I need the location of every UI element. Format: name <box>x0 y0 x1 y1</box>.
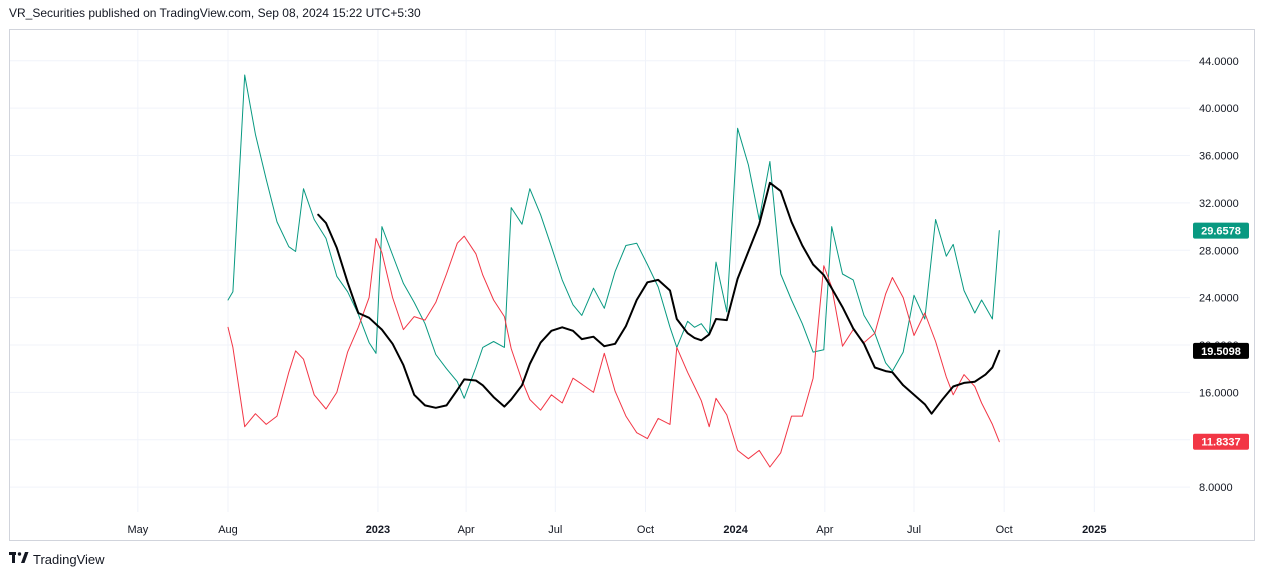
x-axis[interactable]: May Aug 2023 Apr Jul Oct 2024 Apr Jul Oct 2025 <box>127 524 1106 536</box>
x-tick-label: Aug <box>218 524 238 536</box>
x-tick-label: May <box>127 524 148 536</box>
y-tick-label: 44.0000 <box>1199 56 1239 68</box>
last-value-badge-bg <box>1193 433 1249 450</box>
series-line-2 <box>317 181 1001 415</box>
x-tick-label: Oct <box>996 524 1013 536</box>
y-tick-label: 32.0000 <box>1199 198 1239 210</box>
last-value-badge-bg <box>1193 222 1249 239</box>
x-tick-label: 2023 <box>366 524 390 536</box>
x-tick-label: Jul <box>907 524 921 536</box>
y-tick-label: 40.0000 <box>1199 103 1239 115</box>
last-value-badge: 29.6578 <box>1193 222 1249 239</box>
last-value-text: 11.8337 <box>1201 437 1240 449</box>
price-labels: 29.6578 19.5098 11.8337 <box>1193 222 1249 450</box>
series-line-0 <box>227 74 1000 399</box>
footer-brand: TradingView <box>33 551 105 567</box>
tradingview-logo-icon[interactable] <box>9 551 29 567</box>
x-tick-label: Apr <box>458 524 475 536</box>
chart-frame <box>9 29 1255 541</box>
last-value-text: 29.6578 <box>1201 226 1241 238</box>
series-lines <box>227 74 1001 468</box>
x-tick-label: 2025 <box>1082 524 1106 536</box>
last-value-text: 19.5098 <box>1201 346 1241 358</box>
last-value-badge: 11.8337 <box>1193 433 1249 450</box>
y-tick-label: 36.0000 <box>1199 151 1239 163</box>
last-value-badge-bg <box>1193 342 1249 359</box>
y-axis[interactable]: 44.0000 40.0000 36.0000 32.0000 28.0000 24.00… <box>1199 56 1239 494</box>
x-tick-label: Apr <box>816 524 833 536</box>
y-tick-label: 8.0000 <box>1199 482 1233 494</box>
footer: TradingView <box>9 551 105 567</box>
x-tick-label: 2024 <box>723 524 748 536</box>
series-line-1 <box>227 235 1000 468</box>
y-tick-label: 16.0000 <box>1199 387 1239 399</box>
x-tick-label: Oct <box>637 524 654 536</box>
x-tick-label: Jul <box>548 524 562 536</box>
last-value-badge: 19.5098 <box>1193 342 1249 359</box>
y-tick-label: 24.0000 <box>1199 293 1239 305</box>
grid-lines <box>10 30 1190 512</box>
y-tick-label: 28.0000 <box>1199 245 1239 257</box>
publication-header: VR_Securities published on TradingView.c… <box>9 6 421 20</box>
